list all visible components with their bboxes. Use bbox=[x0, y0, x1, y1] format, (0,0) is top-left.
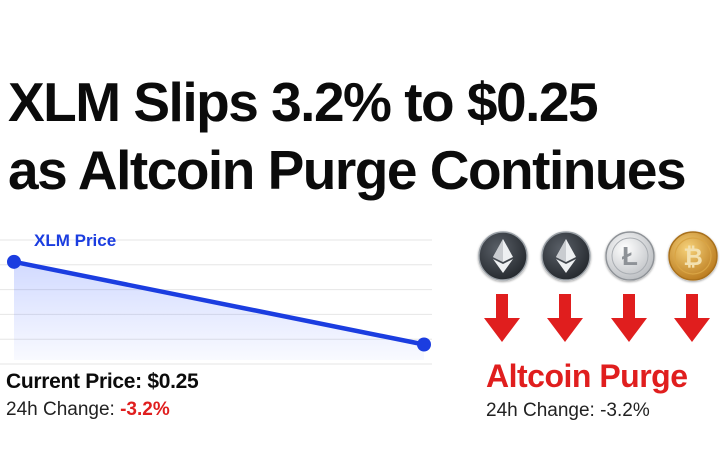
price-point bbox=[7, 254, 21, 269]
ethereum-icon bbox=[478, 231, 528, 281]
altcoin-purge-title: Altcoin Purge bbox=[486, 358, 688, 394]
svg-text:₿: ₿ bbox=[683, 243, 703, 271]
price-area bbox=[14, 261, 424, 360]
bitcoin-icon: ₿ bbox=[668, 231, 718, 281]
price-point bbox=[417, 337, 431, 352]
litecoin-icon: Ł bbox=[605, 231, 655, 281]
headline-line-1: XLM Slips 3.2% to $0.25 bbox=[8, 71, 599, 133]
headline-line-2: as Altcoin Purge Continues bbox=[8, 139, 687, 201]
svg-text:Ł: Ł bbox=[622, 241, 638, 271]
down-arrow-icon bbox=[547, 294, 583, 342]
down-arrow-icon bbox=[484, 294, 520, 342]
price-line bbox=[11, 259, 427, 347]
current-price: Current Price: $0.25 bbox=[6, 370, 199, 393]
price-change: 24h Change: -3.2% bbox=[6, 399, 170, 421]
price-change-label: 24h Change: bbox=[6, 399, 115, 420]
down-arrow-icon bbox=[674, 294, 710, 342]
headline: XLM Slips 3.2% to $0.25 as Altcoin Purge… bbox=[8, 68, 720, 204]
ethereum-icon bbox=[541, 231, 591, 281]
xlm-price-chart: XLM Price bbox=[0, 231, 432, 365]
price-change-value: -3.2% bbox=[120, 399, 170, 420]
down-arrow-row bbox=[482, 294, 720, 344]
coin-row: Ł ₿ bbox=[478, 231, 720, 283]
series-label-xlm-price: XLM Price bbox=[34, 231, 116, 250]
down-arrow-icon bbox=[611, 294, 647, 342]
data-points bbox=[7, 254, 431, 352]
altcoin-purge-change: 24h Change: -3.2% bbox=[486, 400, 650, 421]
